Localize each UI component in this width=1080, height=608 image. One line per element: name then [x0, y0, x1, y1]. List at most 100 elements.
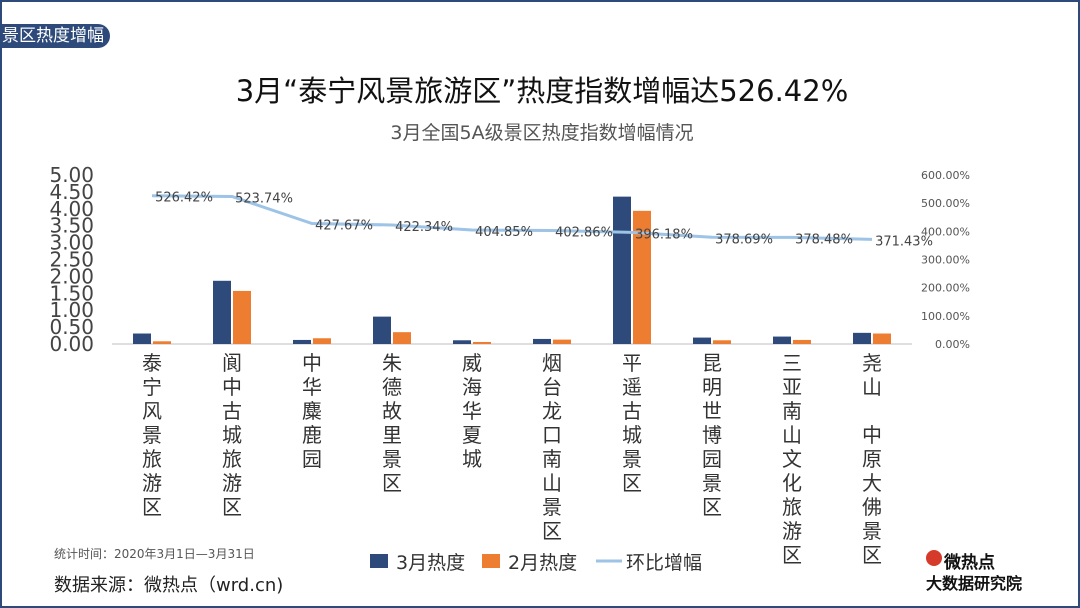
y-left-tick-label: 2.00	[49, 264, 94, 288]
bar-march	[213, 280, 231, 344]
bar-march	[533, 338, 551, 344]
x-category-label: 区	[222, 495, 242, 519]
growth-data-label: 526.42%	[155, 191, 213, 206]
x-category-label: 区	[542, 519, 562, 543]
growth-data-label: 396.18%	[635, 227, 693, 242]
y-left-tick-label: 3.00	[49, 231, 94, 255]
x-category-label: 游	[782, 519, 802, 543]
x-category-label: 旅	[782, 495, 802, 519]
x-category-label: 游	[142, 471, 162, 495]
x-category-label: 区	[622, 471, 642, 495]
x-category-label: 景	[382, 447, 402, 471]
x-category-label: 里	[382, 423, 402, 447]
x-category-label: 华	[302, 375, 322, 399]
bar-march	[773, 336, 791, 344]
x-category-label: 南	[542, 447, 562, 471]
growth-data-label: 422.34%	[395, 220, 453, 235]
x-category-label: 古	[222, 399, 242, 423]
x-category-label: 城	[462, 447, 482, 471]
legend-label-march: 3月热度	[396, 552, 465, 574]
x-category-label: 文	[782, 447, 802, 471]
y-right-tick-label: 400.00%	[921, 225, 970, 238]
x-category-label: 景	[622, 447, 642, 471]
bar-march	[613, 196, 631, 344]
x-category-label: 尧	[862, 351, 882, 375]
y-right-tick-label: 600.00%	[921, 169, 970, 182]
section-tag: 景区热度增幅	[0, 24, 110, 48]
x-category-label: 中	[862, 423, 882, 447]
bar-march	[293, 339, 311, 344]
x-category-label: 古	[622, 399, 642, 423]
growth-data-label: 523.74%	[235, 191, 293, 206]
x-category-label: 亚	[782, 375, 802, 399]
legend-label-growth: 环比增幅	[626, 552, 702, 574]
y-left-tick-label: 4.50	[49, 180, 94, 204]
x-category-label: 朱	[382, 351, 402, 375]
x-category-label: 景	[702, 471, 722, 495]
x-category-label: 区	[862, 543, 882, 567]
x-category-label: 宁	[142, 375, 162, 399]
x-category-label: 烟	[542, 351, 562, 375]
x-category-label: 山	[542, 471, 562, 495]
legend-swatch-march	[370, 554, 388, 568]
bar-feb	[793, 339, 811, 344]
growth-data-label: 404.85%	[475, 225, 533, 240]
logo-line2: 大数据研究院	[926, 574, 1023, 593]
y-left-tick-label: 0.00	[49, 332, 94, 356]
x-category-label: 威	[462, 351, 482, 375]
x-category-label: 景	[862, 519, 882, 543]
x-category-label: 阆	[222, 351, 242, 375]
x-category-label: 城	[622, 423, 642, 447]
y-left-tick-label: 2.50	[49, 248, 94, 272]
legend-label-feb: 2月热度	[508, 552, 577, 574]
y-right-tick-label: 0.00%	[935, 338, 970, 351]
y-right-tick-label: 300.00%	[921, 254, 970, 267]
x-category-label: 区	[702, 495, 722, 519]
x-category-label: 风	[142, 399, 162, 423]
y-left-tick-label: 4.00	[49, 197, 94, 221]
growth-data-label: 402.86%	[555, 226, 613, 241]
bar-feb	[873, 333, 891, 344]
y-left-tick-label: 1.00	[49, 298, 94, 322]
x-category-label: 泰	[142, 351, 162, 375]
x-category-label: 旅	[222, 447, 242, 471]
legend-swatch-feb	[482, 554, 500, 568]
brand-logo: 微热点 大数据研究院	[924, 546, 1048, 593]
bar-feb	[473, 341, 491, 344]
y-left-tick-label: 3.50	[49, 214, 94, 238]
x-category-label: 台	[542, 375, 562, 399]
bar-march	[373, 316, 391, 344]
x-category-label: 区	[782, 543, 802, 567]
x-category-label: 龙	[542, 399, 562, 423]
bar-feb	[153, 341, 171, 344]
x-category-label: 景	[142, 423, 162, 447]
x-category-label: 山	[782, 423, 802, 447]
bar-march	[853, 332, 871, 344]
y-right-tick-label: 100.00%	[921, 310, 970, 323]
y-left-tick-label: 0.50	[49, 315, 94, 339]
logo-icon	[926, 550, 942, 566]
bar-feb	[553, 339, 571, 344]
growth-line	[151, 194, 873, 241]
x-category-label: 游	[222, 471, 242, 495]
bar-march	[453, 340, 471, 344]
stat-time: 统计时间：2020年3月1日—3月31日	[54, 547, 255, 561]
x-category-label: 遥	[622, 375, 642, 399]
bar-march	[693, 337, 711, 344]
page-title: 3月“泰宁风景旅游区”热度指数增幅达526.42%	[235, 74, 849, 108]
x-category-label: 世	[702, 399, 722, 423]
x-category-label: 区	[142, 495, 162, 519]
x-category-label: 山	[862, 375, 882, 399]
growth-data-label: 371.43%	[875, 234, 933, 249]
bar-feb	[393, 332, 411, 344]
x-category-label: 海	[462, 375, 482, 399]
x-category-label: 化	[782, 471, 802, 495]
x-category-label: 鹿	[302, 423, 322, 447]
x-category-label: 旅	[142, 447, 162, 471]
data-source: 数据来源：微热点（wrd.cn)	[54, 575, 284, 596]
x-category-label: 华	[462, 399, 482, 423]
x-category-label: 三	[782, 351, 802, 375]
bar-feb	[233, 290, 251, 344]
x-category-label: 口	[542, 423, 562, 447]
